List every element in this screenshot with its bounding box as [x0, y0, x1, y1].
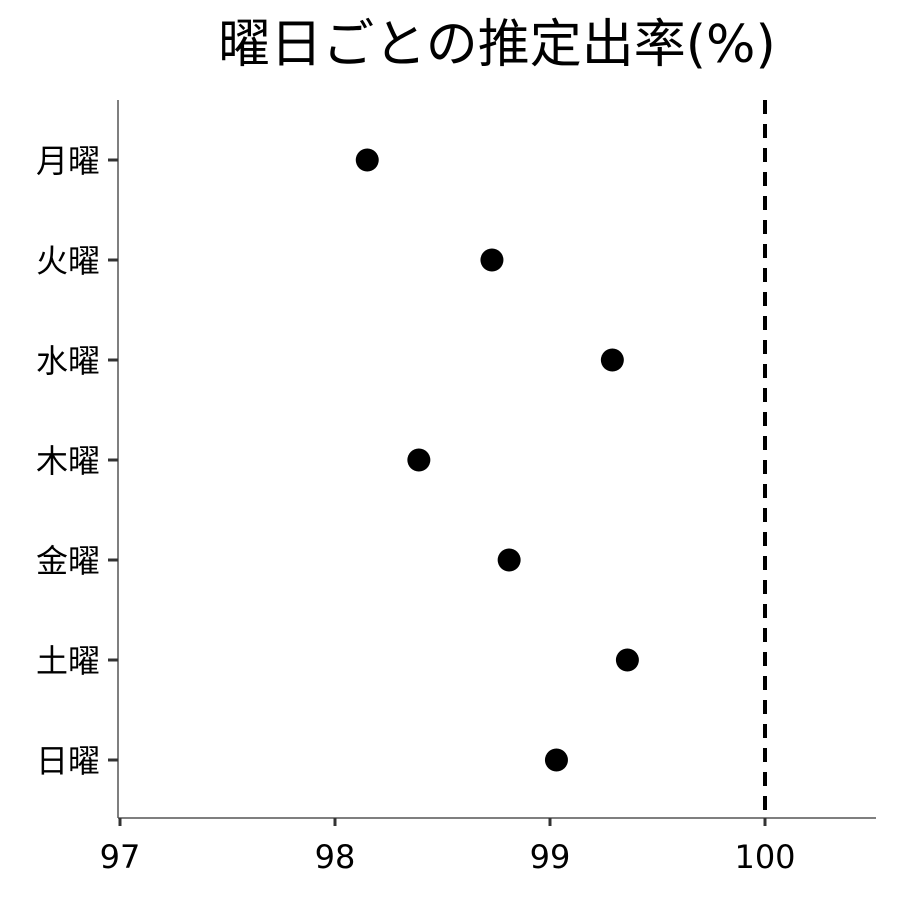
- data-point: [544, 748, 568, 772]
- plot-area: [355, 100, 767, 818]
- data-point: [355, 148, 379, 172]
- data-point: [615, 648, 639, 672]
- y-tick-label: 水曜: [36, 342, 100, 380]
- y-tick-label: 月曜: [36, 142, 100, 180]
- y-tick-label: 火曜: [36, 242, 100, 280]
- x-tick-label: 99: [530, 838, 571, 876]
- y-tick-label: 日曜: [36, 742, 100, 780]
- data-point: [480, 248, 504, 272]
- y-tick-label: 金曜: [36, 542, 100, 580]
- data-point: [600, 348, 624, 372]
- data-point: [407, 448, 431, 472]
- data-point: [497, 548, 521, 572]
- x-tick-label: 100: [734, 838, 795, 876]
- x-tick-label: 97: [100, 838, 141, 876]
- x-tick-label: 98: [315, 838, 356, 876]
- chart-title: 曜日ごとの推定出率(%): [218, 15, 775, 75]
- y-tick-label: 木曜: [36, 442, 100, 480]
- y-tick-label: 土曜: [36, 642, 100, 680]
